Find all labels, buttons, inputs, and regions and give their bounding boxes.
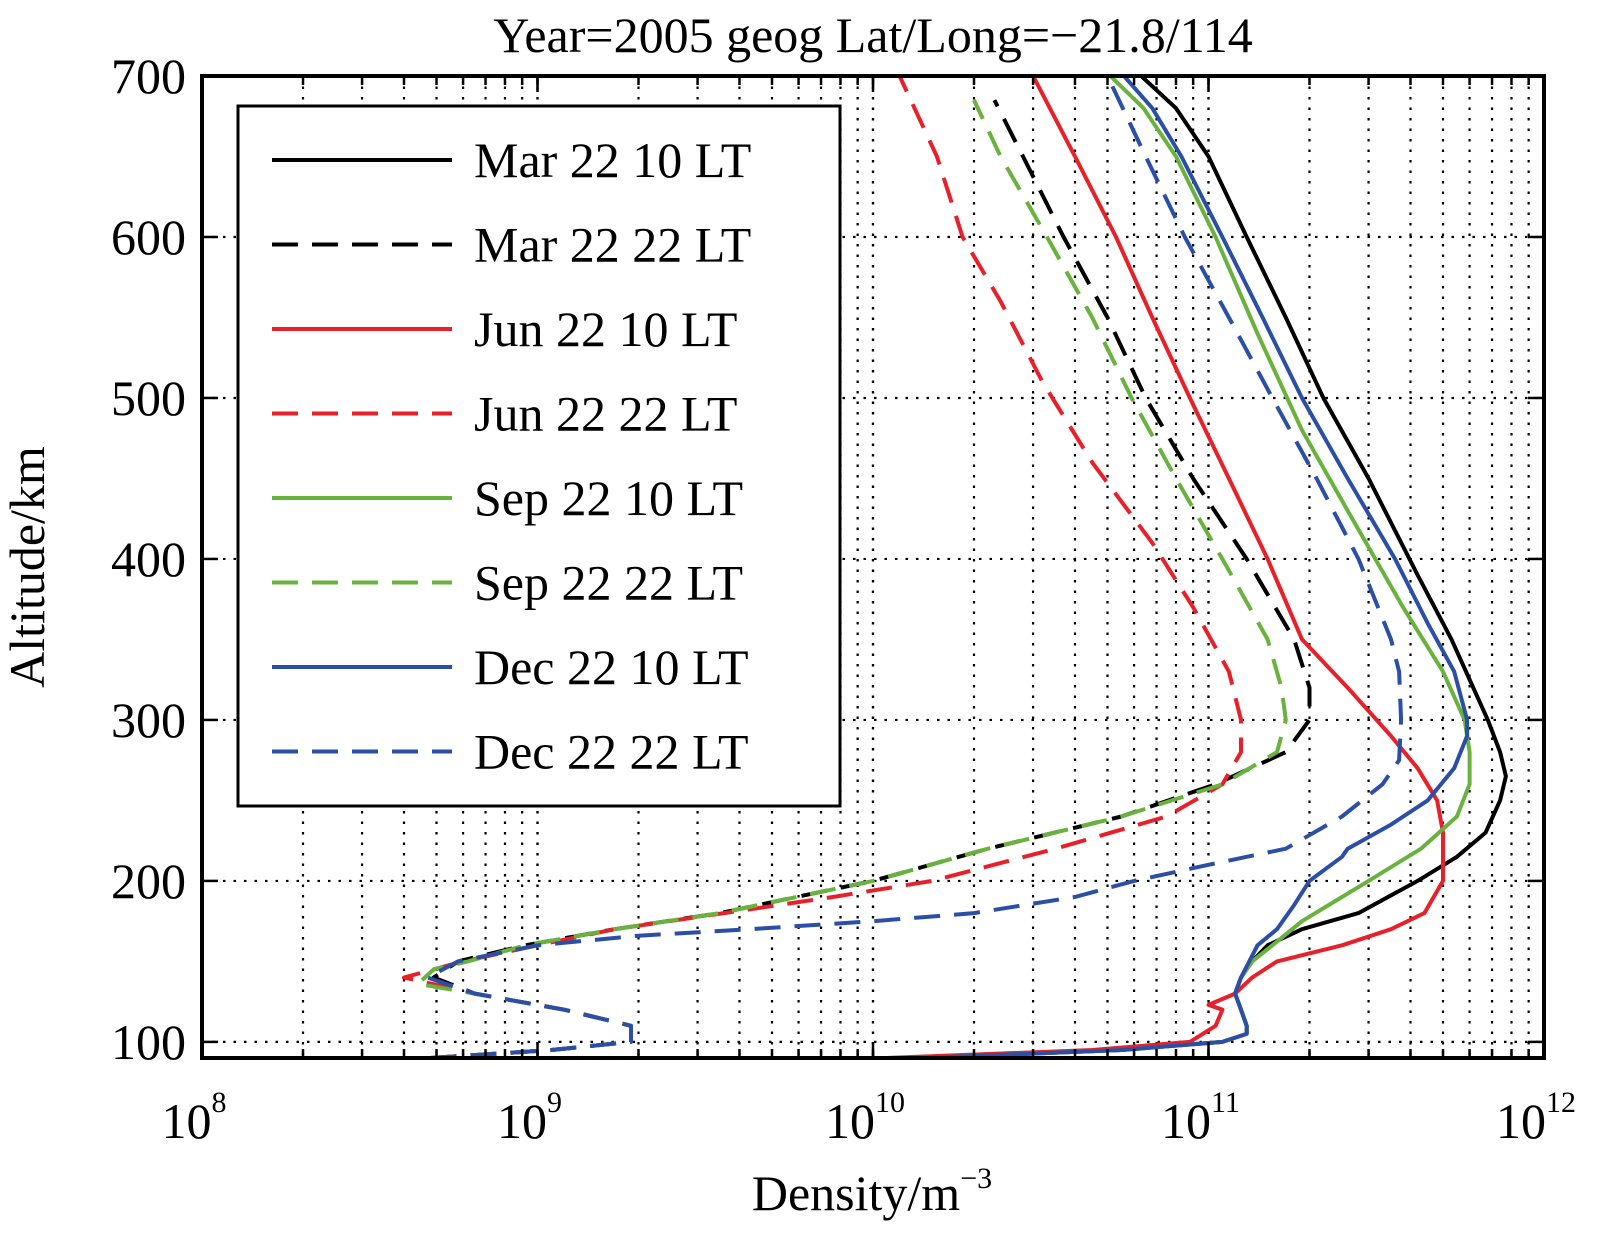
legend-label: Mar 22 22 LT: [474, 217, 751, 273]
axis-ticks: [202, 74, 1544, 1058]
y-tick-label: 600: [111, 209, 186, 265]
x-axis-label-superscript: −3: [960, 1162, 992, 1195]
legend-label: Mar 22 10 LT: [474, 132, 751, 188]
legend-label: Dec 22 22 LT: [474, 724, 749, 780]
chart-title: Year=2005 geog Lat/Long=−21.8/114: [493, 7, 1253, 63]
legend-label: Sep 22 10 LT: [474, 470, 743, 526]
x-tick-label-exponent: 9: [547, 1086, 562, 1119]
x-axis-label: Density/m−3: [752, 1162, 992, 1221]
series-line-7: [921, 76, 1470, 1058]
legend-box: [236, 104, 842, 808]
legend-label: Dec 22 10 LT: [474, 639, 749, 695]
series-line-6: [415, 99, 1288, 1058]
x-tick-label: 1011: [1161, 1086, 1240, 1149]
x-tick-label: 1012: [1496, 1086, 1576, 1149]
x-tick-label-base: 10: [162, 1093, 212, 1149]
y-tick-label: 100: [111, 1014, 186, 1070]
y-tick-label: 400: [111, 531, 186, 587]
series-line-4: [402, 76, 1243, 1058]
series-line-3: [886, 76, 1445, 1058]
x-tick-label: 1010: [825, 1086, 905, 1149]
x-tick-labels: 108 109 1010 1011 1012: [162, 1086, 1577, 1149]
x-tick-label-base: 10: [825, 1093, 875, 1149]
y-tick-label: 300: [111, 692, 186, 748]
y-tick-labels: 100 200 300 400 500 600 700: [111, 48, 186, 1070]
x-tick-label-base: 10: [1161, 1093, 1211, 1149]
y-tick-label: 500: [111, 370, 186, 426]
y-tick-label: 700: [111, 48, 186, 104]
x-tick-label-exponent: 11: [1211, 1086, 1240, 1119]
x-tick-label: 108: [162, 1086, 227, 1149]
x-tick-label-exponent: 10: [875, 1086, 905, 1119]
y-tick-label: 200: [111, 853, 186, 909]
x-tick-label: 109: [497, 1086, 562, 1149]
legend: Mar 22 10 LT Mar 22 22 LT Jun 22 10 LT Jun …: [236, 104, 842, 808]
y-axis-label: Altitude/km: [0, 446, 55, 688]
series-line-8: [425, 76, 1404, 1058]
data-series: [402, 76, 1508, 1058]
legend-label: Jun 22 22 LT: [474, 386, 737, 442]
legend-label: Sep 22 22 LT: [474, 555, 743, 611]
x-tick-label-base: 10: [1496, 1093, 1546, 1149]
x-axis-label-text: Density/m: [752, 1165, 960, 1221]
x-tick-label-exponent: 12: [1546, 1086, 1576, 1119]
legend-label: Jun 22 10 LT: [474, 301, 737, 357]
x-tick-label-exponent: 8: [212, 1086, 227, 1119]
x-tick-label-base: 10: [497, 1093, 547, 1149]
